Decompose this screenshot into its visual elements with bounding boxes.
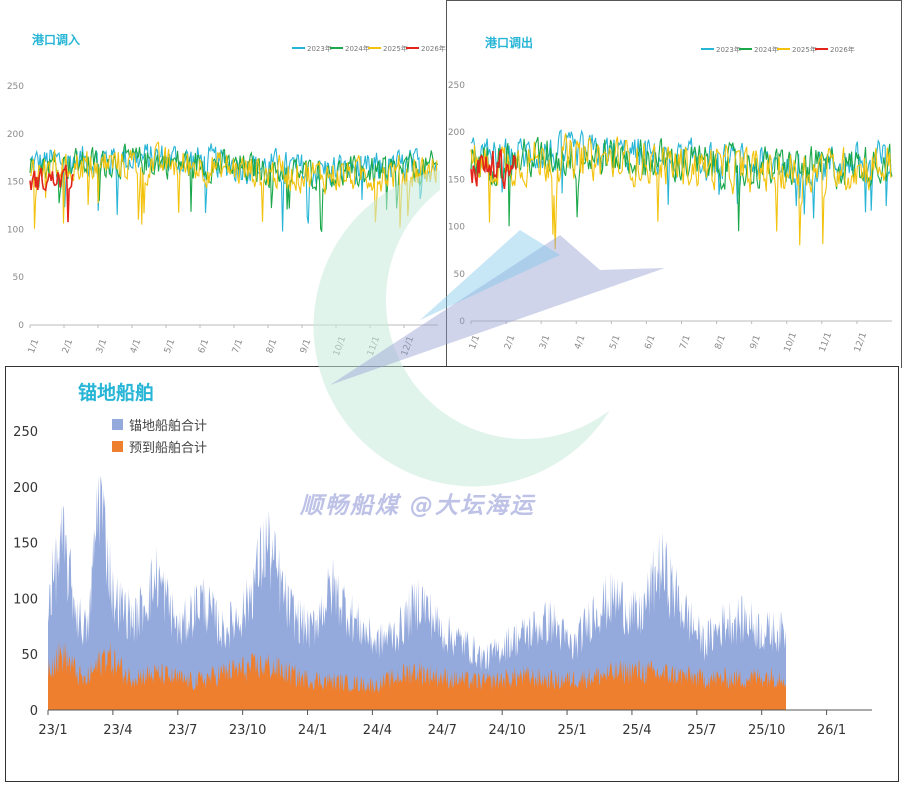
expected-ships-area — [48, 640, 786, 710]
y-tick-label: 100 — [13, 592, 38, 607]
x-tick-label: 23/7 — [168, 723, 197, 738]
chart-title: 港口调入 — [32, 32, 80, 47]
x-tick-label: 2/1 — [503, 334, 517, 351]
x-tick-label: 9/1 — [299, 338, 313, 355]
legend-label: 2025年 — [792, 45, 817, 54]
x-tick-label: 10/1 — [783, 331, 799, 353]
x-tick-label: 10/1 — [332, 335, 348, 357]
x-tick-label: 23/1 — [38, 723, 67, 738]
legend-label: 2023年 — [716, 45, 741, 54]
x-tick-label: 25/1 — [557, 723, 586, 738]
x-tick-label: 5/1 — [163, 338, 177, 355]
x-tick-label: 24/1 — [298, 723, 327, 738]
x-tick-label: 24/10 — [488, 723, 525, 738]
x-tick-label: 6/1 — [197, 338, 211, 355]
legend-label: 2025年 — [383, 44, 408, 53]
series-line-2025年 — [470, 133, 892, 250]
port-inflow-chart: 港口调入 0 50 100 150 200 250 1/1 2/1 3/1 4/1 5/1 6/1 7/1… — [7, 32, 446, 358]
chart-title: 港口调出 — [485, 35, 533, 50]
y-tick-label: 50 — [13, 273, 25, 283]
port-inflow-chart-panel: 港口调入 0 50 100 150 200 250 1/1 2/1 3/1 4/1 5/1 6/1 7/1… — [0, 0, 446, 368]
chart-title: 锚地船舶 — [78, 381, 154, 404]
x-tick-label: 1/1 — [27, 338, 41, 355]
series-line-2026年 — [29, 164, 74, 223]
legend-label: 2026年 — [421, 44, 446, 53]
anchored-ships-chart: 锚地船舶 0 50 100 150 200 250 23/1 23/4 23/7 23/10 24/1… — [13, 381, 872, 738]
x-tick-label: 24/4 — [363, 723, 392, 738]
y-tick-label: 200 — [7, 130, 24, 140]
x-tick-label: 25/10 — [748, 723, 785, 738]
legend-label: 预到船舶合计 — [129, 440, 207, 456]
x-tick-label: 11/1 — [366, 335, 382, 357]
y-tick-label: 50 — [21, 648, 38, 663]
x-tick-label: 4/1 — [573, 334, 587, 351]
legend-label: 2024年 — [754, 45, 779, 54]
y-tick-label: 0 — [18, 321, 24, 331]
y-tick-label: 150 — [7, 178, 24, 188]
x-tick-label: 6/1 — [643, 334, 657, 351]
legend-swatch — [112, 441, 123, 452]
x-tick-label: 5/1 — [608, 334, 622, 351]
x-tick-label: 12/1 — [400, 335, 416, 357]
x-tick-label: 7/1 — [231, 338, 245, 355]
port-outflow-chart: 港口调出 0 50 100 150 200 250 1/1 2/1 3/1 4/1 5/1 6/1 7/1… — [448, 35, 893, 354]
series-line-2024年 — [470, 136, 893, 232]
x-tick-label: 9/1 — [749, 334, 763, 351]
x-tick-label: 1/1 — [468, 334, 482, 351]
y-tick-label: 100 — [7, 225, 24, 235]
y-tick-label: 200 — [13, 481, 38, 496]
x-tick-label: 23/4 — [103, 723, 132, 738]
x-tick-label: 23/10 — [229, 723, 266, 738]
y-tick-label: 0 — [459, 317, 465, 327]
port-outflow-chart-panel: 港口调出 0 50 100 150 200 250 1/1 2/1 3/1 4/1 5/1 6/1 7/1… — [446, 0, 902, 368]
x-tick-label: 8/1 — [265, 338, 279, 355]
legend-label: 2026年 — [830, 45, 855, 54]
y-tick-label: 150 — [13, 537, 38, 552]
x-tick-label: 11/1 — [818, 331, 834, 353]
x-tick-label: 12/1 — [853, 331, 869, 353]
x-tick-label: 25/7 — [687, 723, 716, 738]
y-tick-label: 100 — [448, 223, 465, 233]
y-tick-label: 200 — [448, 128, 465, 138]
legend-label: 2023年 — [307, 44, 332, 53]
x-tick-label: 26/1 — [817, 723, 846, 738]
x-tick-label: 24/7 — [428, 723, 457, 738]
y-tick-label: 250 — [13, 425, 38, 440]
anchored-ships-area — [48, 475, 786, 710]
x-tick-label: 4/1 — [129, 338, 143, 355]
x-tick-label: 25/4 — [622, 723, 651, 738]
legend-swatch — [112, 419, 123, 430]
x-tick-label: 2/1 — [61, 338, 75, 355]
x-tick-label: 3/1 — [538, 334, 552, 351]
x-tick-label: 3/1 — [95, 338, 109, 355]
x-tick-label: 7/1 — [678, 334, 692, 351]
anchored-ships-chart-panel: 锚地船舶 0 50 100 150 200 250 23/1 23/4 23/7 23/10 24/1… — [5, 366, 899, 782]
x-tick-label: 8/1 — [714, 334, 728, 351]
legend-label: 2024年 — [345, 44, 370, 53]
y-tick-label: 250 — [448, 81, 465, 91]
y-tick-label: 150 — [448, 175, 465, 185]
legend-label: 锚地船舶合计 — [129, 418, 207, 434]
y-tick-label: 250 — [7, 82, 24, 92]
y-tick-label: 50 — [454, 270, 466, 280]
y-tick-label: 0 — [30, 704, 38, 719]
